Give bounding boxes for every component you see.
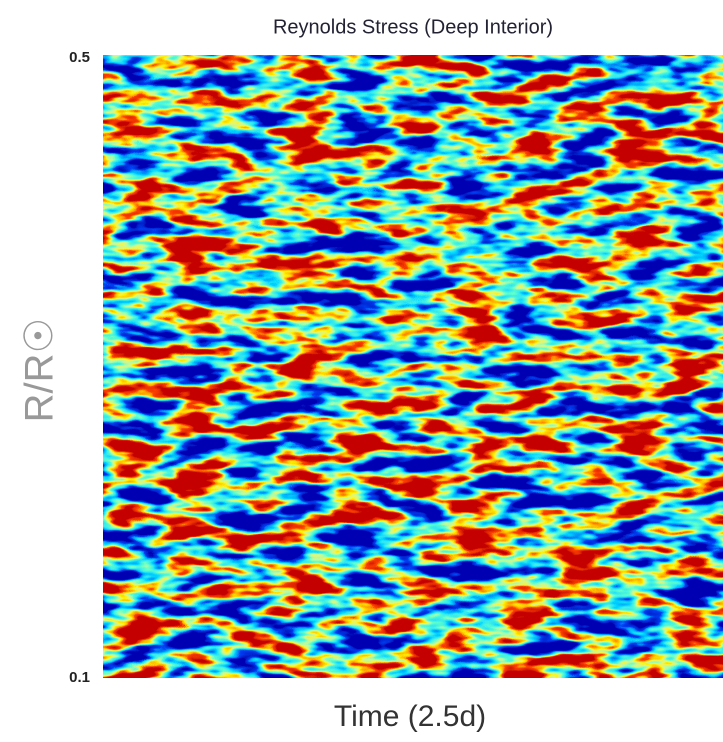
y-axis-label: R/R☉ <box>18 318 62 423</box>
chart-title: Reynolds Stress (Deep Interior) <box>273 16 553 38</box>
heatmap-field <box>103 55 723 678</box>
y-tick-label: 0.5 <box>69 49 90 66</box>
y-tick-label: 0.1 <box>69 669 90 686</box>
x-axis-label: Time (2.5d) <box>334 700 486 733</box>
